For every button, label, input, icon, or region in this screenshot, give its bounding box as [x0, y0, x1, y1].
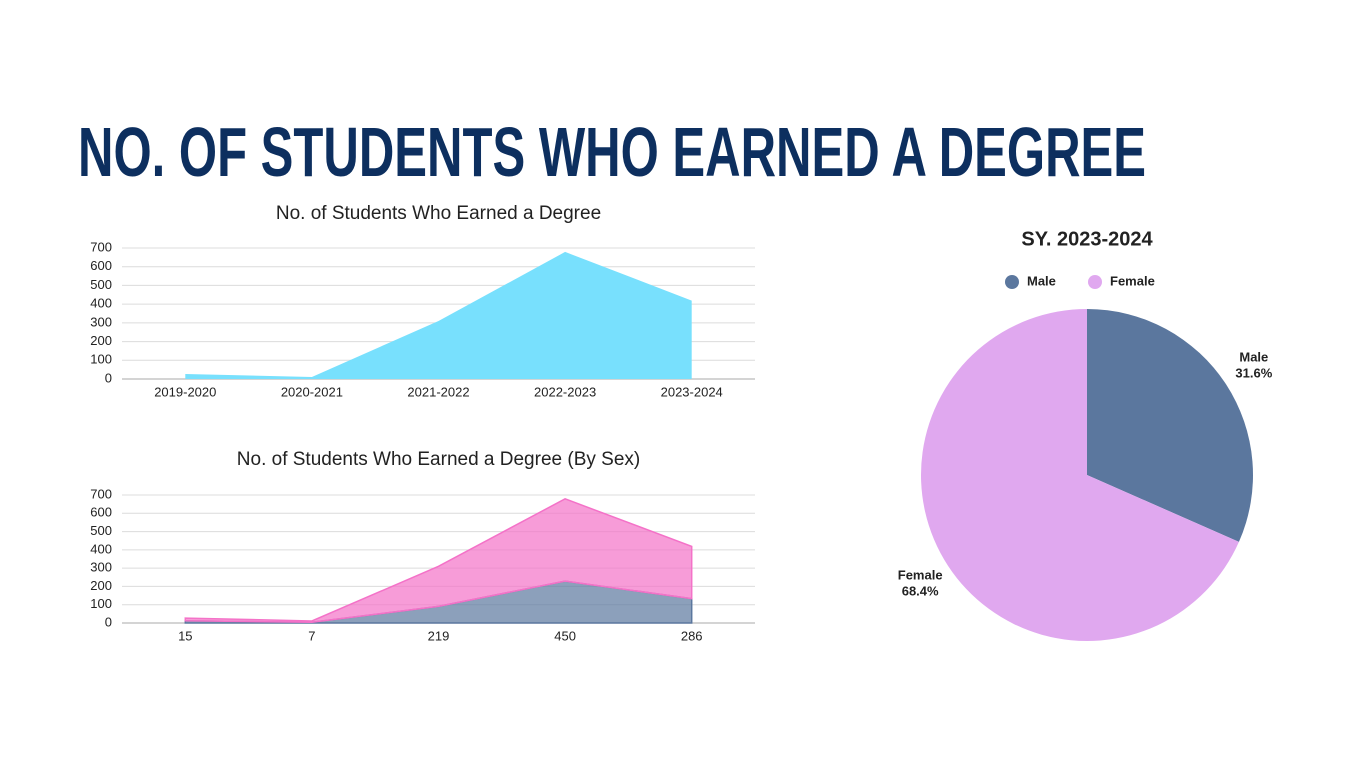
area	[185, 251, 692, 379]
y-tick-label: 600	[90, 505, 112, 520]
x-tick-label: 2023-2024	[661, 384, 723, 399]
x-tick-label: 286	[681, 628, 703, 643]
pie-title: SY. 2023-2024	[1021, 228, 1153, 250]
y-tick-label: 600	[90, 258, 112, 273]
y-tick-label: 700	[90, 486, 112, 501]
y-tick-label: 300	[90, 314, 112, 329]
x-tick-label: 15	[178, 628, 192, 643]
legend-label: Male	[1027, 273, 1056, 288]
y-tick-label: 200	[90, 578, 112, 593]
y-tick-label: 500	[90, 523, 112, 538]
y-tick-label: 400	[90, 296, 112, 311]
chart-title: No. of Students Who Earned a Degree (By …	[237, 449, 640, 470]
legend-swatch	[1088, 275, 1102, 289]
chart-title: No. of Students Who Earned a Degree	[276, 203, 601, 224]
area	[184, 498, 693, 624]
x-tick-label: 2019-2020	[154, 384, 216, 399]
y-tick-label: 100	[90, 352, 112, 367]
pie-slice	[1087, 309, 1253, 542]
legend-label: Female	[1110, 273, 1155, 288]
pie-slice	[920, 309, 1239, 641]
y-tick-label: 0	[105, 614, 112, 629]
y-tick-label: 400	[90, 541, 112, 556]
x-tick-label: 219	[428, 628, 450, 643]
y-tick-label: 700	[90, 239, 112, 254]
y-tick-label: 100	[90, 596, 112, 611]
slice-label: Female	[898, 567, 943, 582]
x-tick-label: 7	[308, 628, 315, 643]
x-tick-label: 450	[554, 628, 576, 643]
slide-title: NO. OF STUDENTS WHO EARNED A DEGREE	[78, 113, 1146, 191]
legend-swatch	[1005, 275, 1019, 289]
slice-value-label: 31.6%	[1235, 366, 1272, 381]
y-tick-label: 200	[90, 333, 112, 348]
y-tick-label: 0	[105, 370, 112, 385]
x-tick-label: 2021-2022	[407, 384, 469, 399]
x-tick-label: 2020-2021	[281, 384, 343, 399]
x-tick-label: 2022-2023	[534, 384, 596, 399]
y-tick-label: 300	[90, 560, 112, 575]
slice-label: Male	[1239, 350, 1268, 365]
y-tick-label: 500	[90, 277, 112, 292]
slice-value-label: 68.4%	[902, 583, 939, 598]
